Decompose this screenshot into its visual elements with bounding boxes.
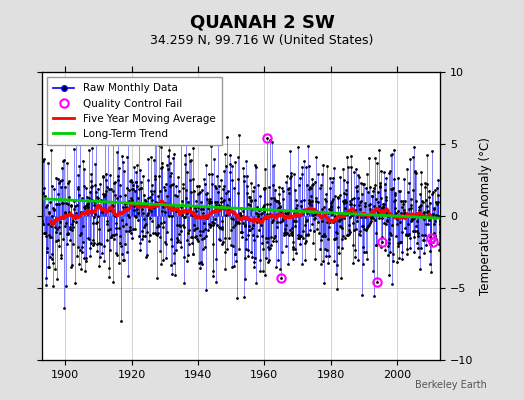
Text: Berkeley Earth: Berkeley Earth bbox=[416, 380, 487, 390]
Legend: Raw Monthly Data, Quality Control Fail, Five Year Moving Average, Long-Term Tren: Raw Monthly Data, Quality Control Fail, … bbox=[47, 77, 222, 145]
Y-axis label: Temperature Anomaly (°C): Temperature Anomaly (°C) bbox=[479, 137, 492, 295]
Text: 34.259 N, 99.716 W (United States): 34.259 N, 99.716 W (United States) bbox=[150, 34, 374, 47]
Text: QUANAH 2 SW: QUANAH 2 SW bbox=[190, 14, 334, 32]
